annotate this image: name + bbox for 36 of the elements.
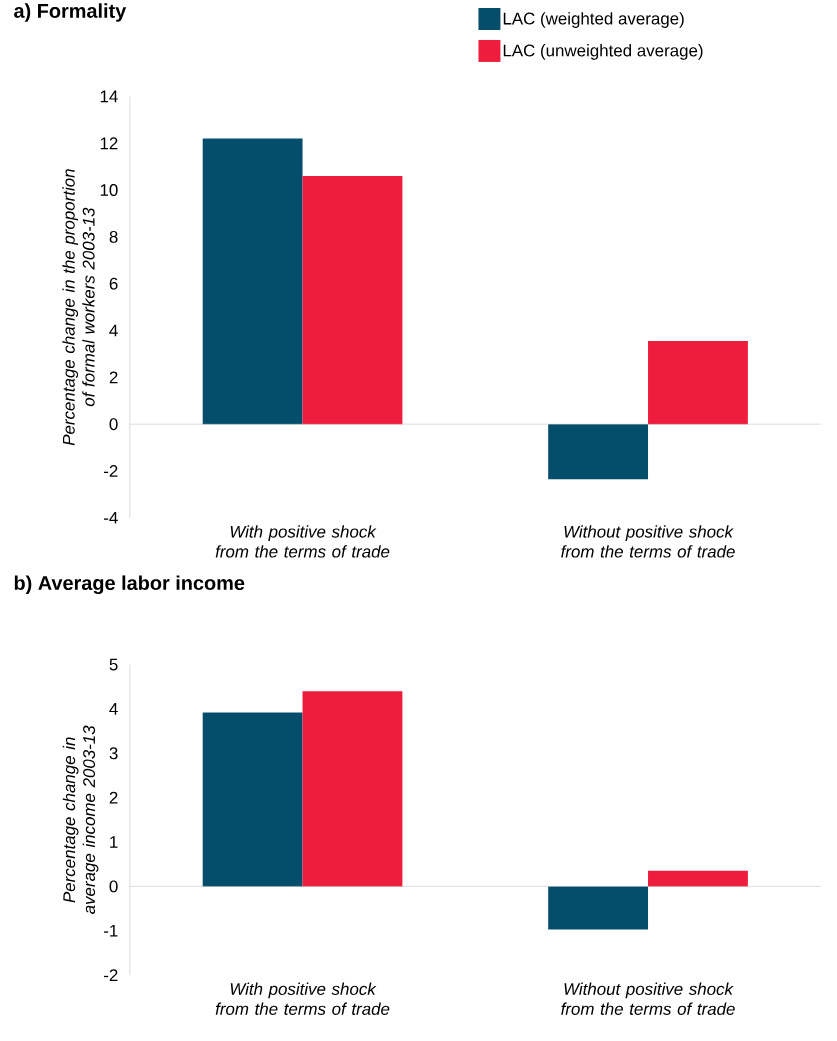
- y-tick-label: 14: [100, 90, 118, 103]
- bar: [648, 341, 748, 425]
- bar: [302, 691, 403, 887]
- chart-title: b) Average labor income: [14, 575, 245, 595]
- y-tick-label: 8: [109, 230, 118, 243]
- y-tick-label: 4: [109, 703, 118, 715]
- y-tick-label: 3: [109, 747, 118, 760]
- x-tick-label: Without positive shock from the terms of trade: [561, 525, 735, 558]
- x-tick-label: Without positive shock from the terms of trade: [561, 982, 735, 1015]
- y-axis-title: Percentage change in the proportion of formal workers 2003-13: [62, 169, 95, 446]
- y-tick-label: 10: [100, 184, 118, 197]
- y-tick-label: 4: [109, 324, 118, 337]
- y-tick-label: -2: [104, 969, 118, 981]
- y-tick-label: 6: [109, 277, 118, 290]
- x-tick-label: With positive shock from the terms of trade: [215, 525, 390, 558]
- y-tick-label: 12: [100, 137, 118, 150]
- y-tick-label: 0: [109, 418, 118, 431]
- y-tick-label: 1: [110, 836, 118, 848]
- y-tick-label: 5: [109, 658, 118, 671]
- bar: [648, 870, 748, 887]
- bar: [548, 424, 649, 480]
- y-tick-label: -1: [104, 924, 118, 937]
- legend-label: LAC (unweighted average): [503, 44, 703, 60]
- y-tick-label: 2: [109, 791, 118, 804]
- bar: [202, 138, 303, 425]
- y-tick-label: 0: [109, 880, 118, 893]
- y-tick-label: 2: [109, 371, 118, 384]
- y-tick-label: -2: [104, 465, 118, 477]
- x-tick-label: With positive shock from the terms of trade: [215, 982, 390, 1015]
- legend-label: LAC (weighted average): [503, 12, 684, 28]
- bar: [302, 176, 403, 425]
- y-tick-label: -4: [104, 511, 118, 524]
- chart-title: a) Formality: [14, 3, 127, 22]
- bar: [548, 886, 649, 930]
- bar: [202, 712, 303, 887]
- y-axis-title: Percentage change in average income 2003-13: [62, 725, 99, 914]
